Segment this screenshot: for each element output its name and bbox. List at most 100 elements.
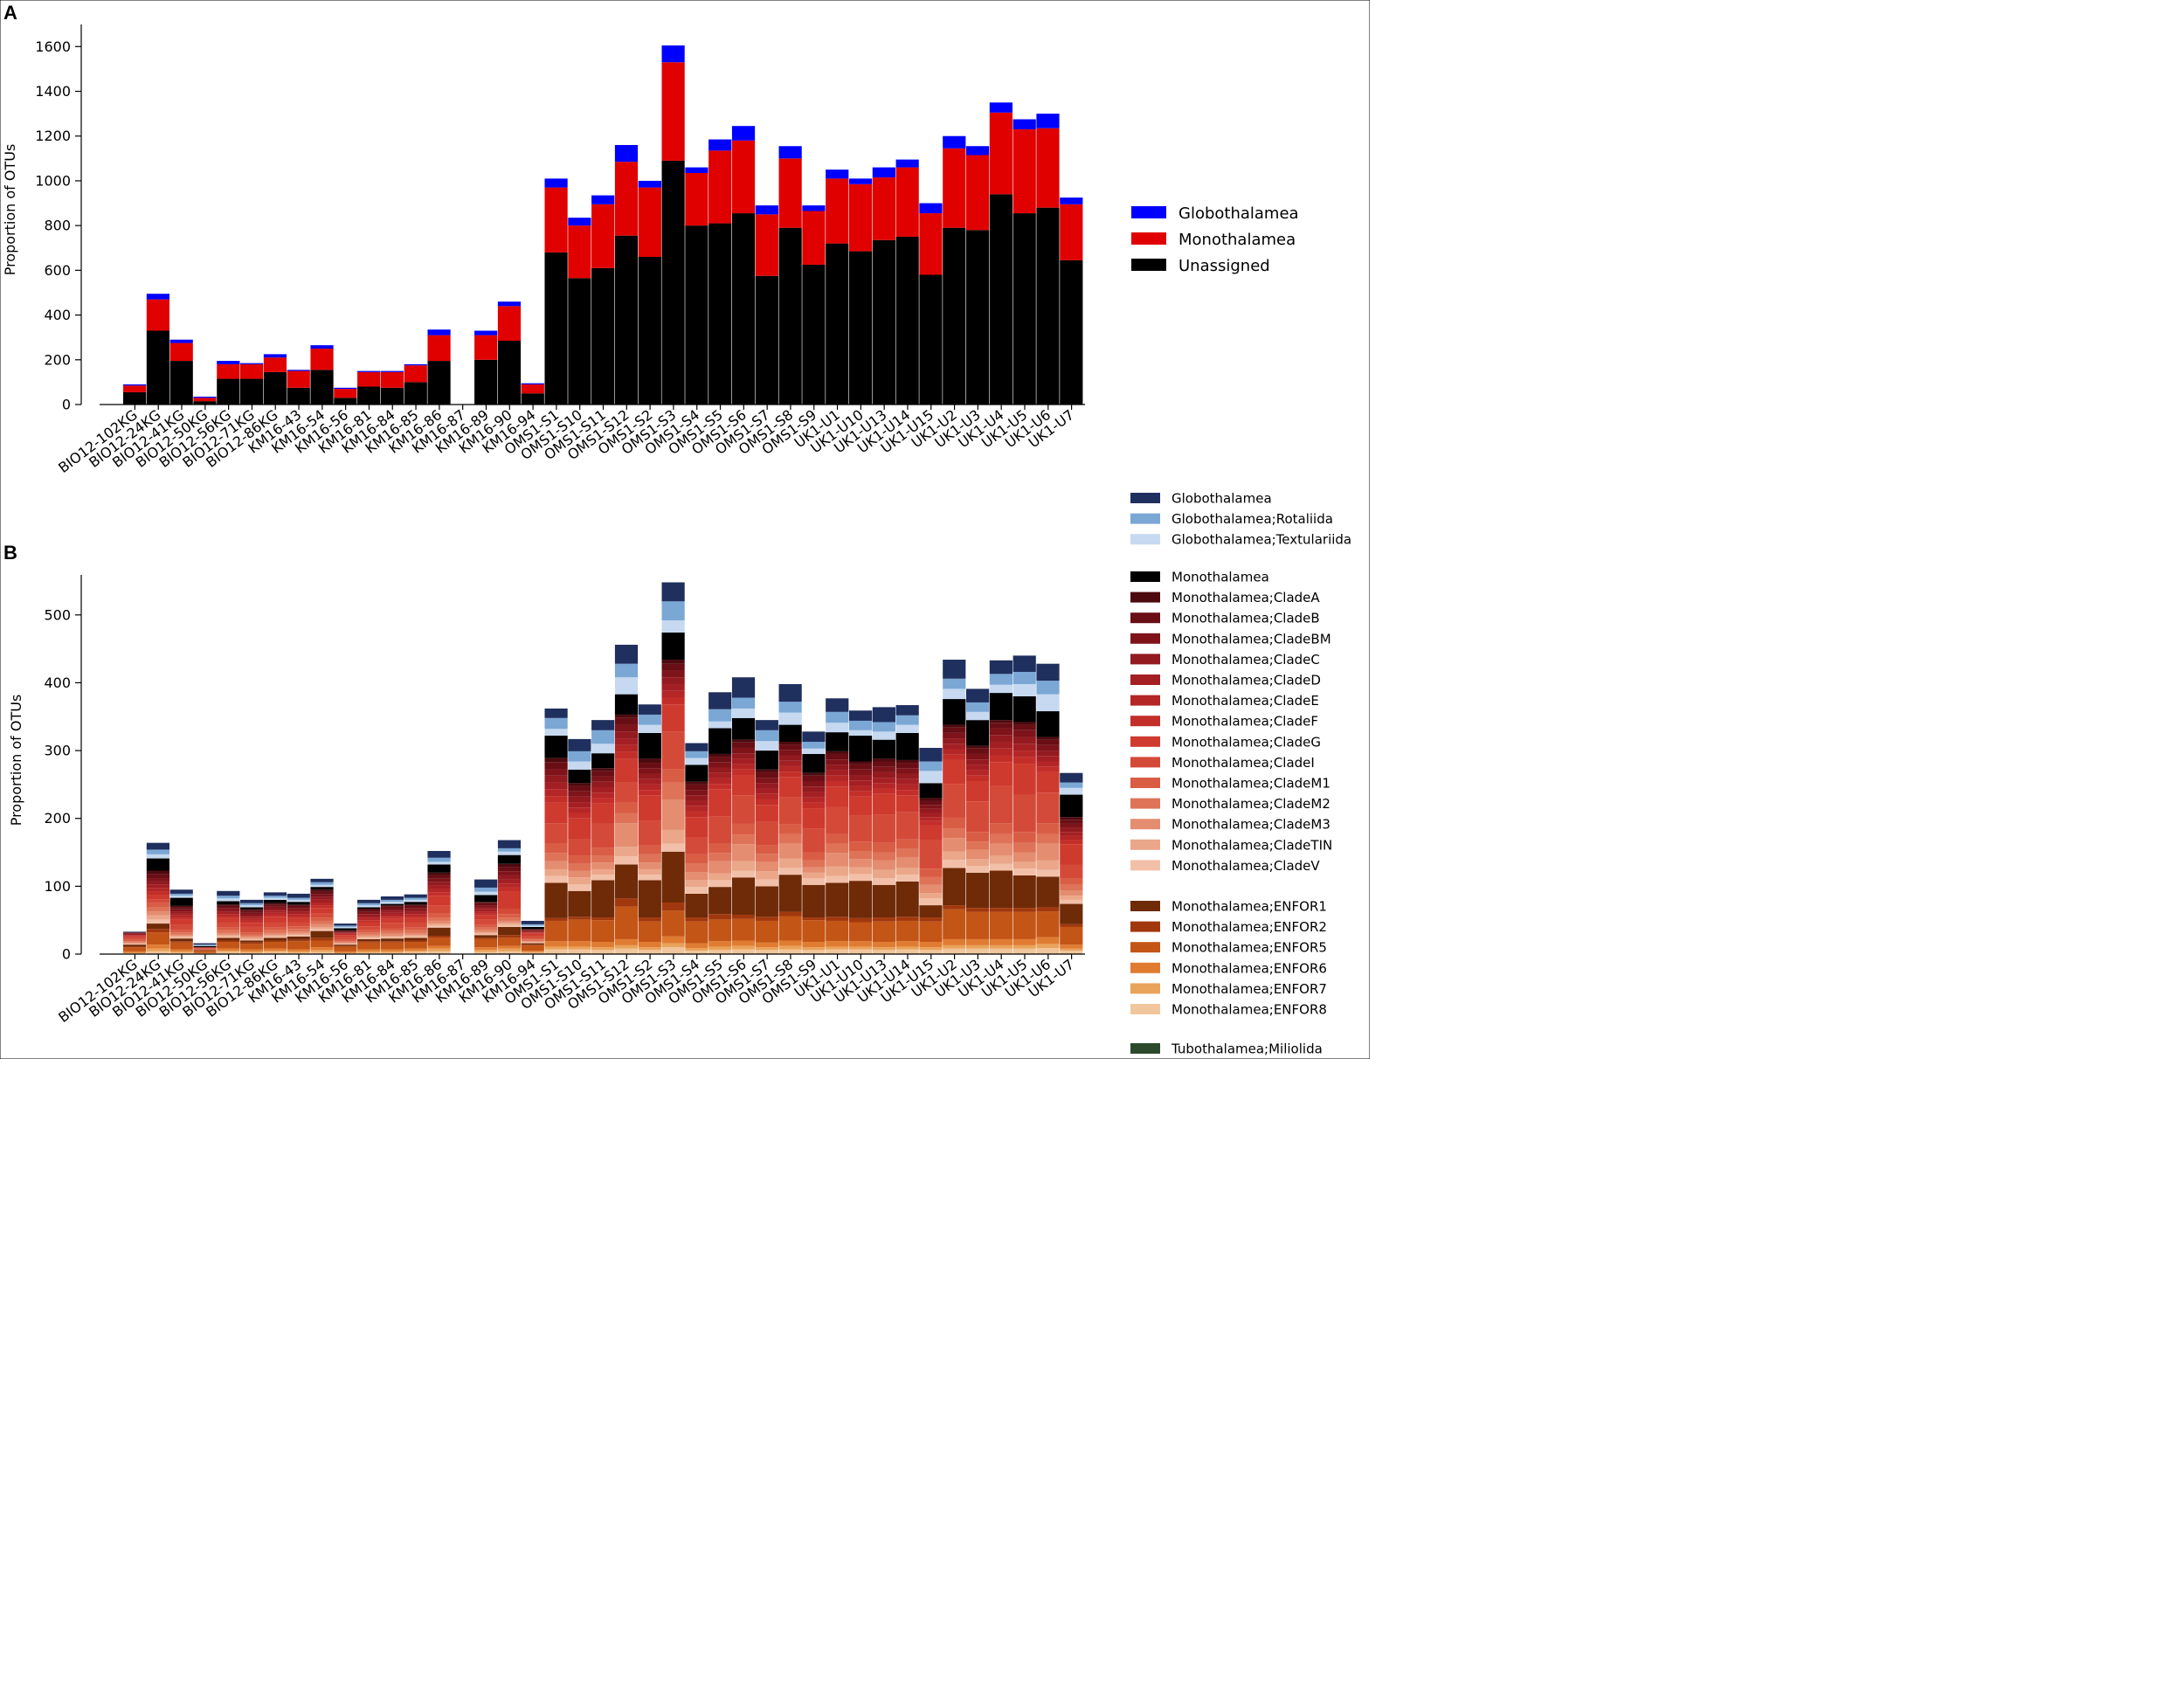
bar-uk1-u6-monothalamea-cladev (1036, 869, 1060, 877)
bar-oms1-s2-monothalamea-claded (638, 778, 661, 785)
bar-uk1-u6-globothalamea (1036, 663, 1060, 681)
bar-oms1-s4-monothalamea-enfor2 (685, 917, 708, 922)
bar-oms1-s7-monothalamea-cladem3 (755, 861, 778, 872)
bar-km16-90-monothalamea (497, 306, 522, 342)
bar-km16-86-monothalamea-cladem3 (427, 920, 451, 924)
bar-uk1-u6-unassigned (1036, 207, 1060, 405)
bar-oms1-s11-monothalamea-cladei (591, 823, 615, 848)
legend-label-monothalamea-claded: Monothalamea;CladeD (1171, 673, 1321, 688)
bar-oms1-s8-monothalamea-cladeb (778, 744, 802, 751)
bar-km16-90-globothalamea-rotaliida (497, 847, 522, 852)
bar-km16-54-monothalamea-enfor6 (310, 947, 334, 951)
legend-label-monothalamea-cladea: Monothalamea;CladeA (1171, 590, 1320, 605)
bar-km16-54-monothalamea-enfor1 (310, 930, 334, 938)
bar-oms1-s1-monothalamea-cladef (544, 796, 568, 803)
bar-km16-81-globothalamea (357, 899, 381, 903)
legend-swatch-globothalamea (1131, 206, 1166, 218)
bar-oms1-s9-monothalamea-enfor8 (802, 950, 826, 954)
bar-uk1-u5-monothalamea-enfor5 (1013, 911, 1036, 939)
bar-uk1-u13-monothalamea-enfor2 (872, 917, 895, 922)
bar-km16-84-globothalamea-rotaliida (380, 899, 404, 903)
bar-km16-94-monothalamea-cladetin (521, 942, 544, 943)
bar-uk1-u3-monothalamea-enfor7 (965, 944, 990, 949)
bar-bio12-102kg-monothalamea-cladem3 (123, 942, 147, 944)
legend-label-monothalamea-enfor7: Monothalamea;ENFOR7 (1171, 981, 1327, 997)
bar-oms1-s5-monothalamea-cladec (708, 767, 732, 773)
bar-uk1-u14-globothalamea-textulariida (895, 724, 919, 733)
bar-uk1-u15-globothalamea-textulariida (919, 771, 943, 784)
bar-bio12-41kg-globothalamea-rotaliida (169, 893, 193, 896)
bar-oms1-s5-monothalamea-cladee (708, 778, 732, 785)
bar-oms1-s4-monothalamea-cladem3 (685, 872, 708, 881)
bar-oms1-s2-monothalamea-cladem2 (638, 854, 661, 863)
bar-uk1-u1-monothalamea-cladei (826, 806, 849, 834)
bar-oms1-s10-monothalamea (568, 769, 591, 784)
bar-km16-56-monothalamea-enfor2 (334, 945, 357, 947)
bar-oms1-s11-monothalamea-cladetin (591, 868, 615, 875)
bar-bio12-71kg-monothalamea-cladetin (240, 937, 264, 939)
bar-uk1-u5-monothalamea-cladem3 (1013, 852, 1036, 862)
bar-oms1-s3-monothalamea-enfor6 (661, 936, 685, 944)
bar-bio12-71kg-monothalamea-enfor2 (240, 942, 264, 944)
bar-oms1-s2-monothalamea-cladei (638, 820, 661, 845)
bar-bio12-86kg-globothalamea (263, 892, 287, 896)
bar-bio12-56kg-monothalamea-cladem3 (217, 932, 240, 936)
bar-km16-94-monothalamea (521, 926, 544, 930)
bar-km16-86-monothalamea-cladee (427, 889, 451, 893)
bar-oms1-s5-monothalamea-cladea (708, 753, 732, 758)
bar-bio12-41kg-monothalamea-cladeb (169, 907, 193, 910)
bar-km16-56-monothalamea-cladeg (334, 935, 357, 937)
y-tick-label: 400 (44, 307, 71, 323)
bar-km16-89-monothalamea-cladetin (474, 932, 498, 934)
bar-bio12-102kg-monothalamea-enfor6 (123, 951, 147, 953)
bar-uk1-u3-globothalamea-textulariida (965, 711, 990, 721)
figure: A Proportion of OTUs 0200400600800100012… (0, 0, 1370, 1059)
bar-km16-54-monothalamea-enfor8 (310, 951, 334, 954)
legend-swatch-monothalamea-cladebm (1130, 633, 1160, 644)
bar-km16-56-monothalamea-cladeb (334, 930, 357, 932)
bar-uk1-u14-monothalamea-cladem2 (895, 848, 919, 857)
bar-uk1-u7-monothalamea-enfor2 (1060, 924, 1083, 927)
bar-km16-94-monothalamea-enfor1 (521, 943, 544, 945)
bar-bio12-102kg-monothalamea-cladeb (123, 932, 147, 933)
bar-km16-84-monothalamea-enfor6 (380, 949, 404, 951)
bar-km16-84-monothalamea-cladebm (380, 908, 404, 911)
bar-bio12-56kg-monothalamea-enfor8 (217, 951, 240, 954)
bar-uk1-u4-globothalamea (989, 102, 1013, 113)
bar-uk1-u1-monothalamea-claded (826, 770, 849, 776)
bar-uk1-u1-monothalamea-enfor7 (826, 946, 849, 950)
bar-km16-81-globothalamea-textulariida (357, 905, 381, 908)
y-tick-label: 1200 (35, 128, 71, 144)
bar-uk1-u4-monothalamea-cladem2 (989, 834, 1013, 844)
bar-bio12-56kg-globothalamea (217, 361, 240, 364)
bar-uk1-u14-monothalamea-enfor5 (895, 920, 919, 942)
bar-km16-89-monothalamea-cladev (474, 933, 498, 936)
bar-oms1-s10-monothalamea-enfor8 (568, 949, 591, 954)
legend-label-monothalamea-cladeg: Monothalamea;CladeG (1171, 734, 1321, 750)
bar-oms1-s12-globothalamea (614, 644, 639, 664)
bar-uk1-u10-monothalamea-enfor8 (848, 949, 873, 954)
legend-swatch-monothalamea-cladev (1130, 860, 1160, 871)
bar-oms1-s8-unassigned (778, 227, 802, 405)
bar-uk1-u1-monothalamea-cladeb (826, 753, 849, 760)
bar-uk1-u10-globothalamea-rotaliida (848, 720, 873, 730)
bar-uk1-u3-monothalamea-cladef (965, 775, 990, 782)
bar-uk1-u7-monothalamea (1060, 794, 1083, 818)
bar-uk1-u1-monothalamea-cladem3 (826, 853, 849, 867)
bar-bio12-50kg-unassigned (193, 401, 217, 405)
bar-oms1-s12-globothalamea-textulariida (614, 677, 639, 695)
bar-uk1-u10-monothalamea (848, 183, 873, 252)
bar-oms1-s1-monothalamea-cladem1 (544, 843, 568, 854)
bar-oms1-s9-monothalamea (802, 211, 826, 265)
y-tick-label: 600 (44, 262, 71, 279)
bar-uk1-u15-unassigned (919, 274, 943, 405)
bar-oms1-s11-monothalamea (591, 753, 615, 769)
bar-oms1-s2-monothalamea-enfor8 (638, 950, 661, 954)
bar-km16-84-monothalamea-cladef (380, 917, 404, 919)
bar-km16-56-monothalamea-cladea (334, 930, 357, 931)
bar-oms1-s5-monothalamea-claded (708, 772, 732, 778)
bar-bio12-71kg-monothalamea-cladeb (240, 910, 264, 913)
bar-oms1-s8-monothalamea-cladea (778, 741, 802, 745)
bar-bio12-50kg-monothalamea (193, 398, 217, 402)
bar-oms1-s8-globothalamea-rotaliida (778, 702, 802, 713)
